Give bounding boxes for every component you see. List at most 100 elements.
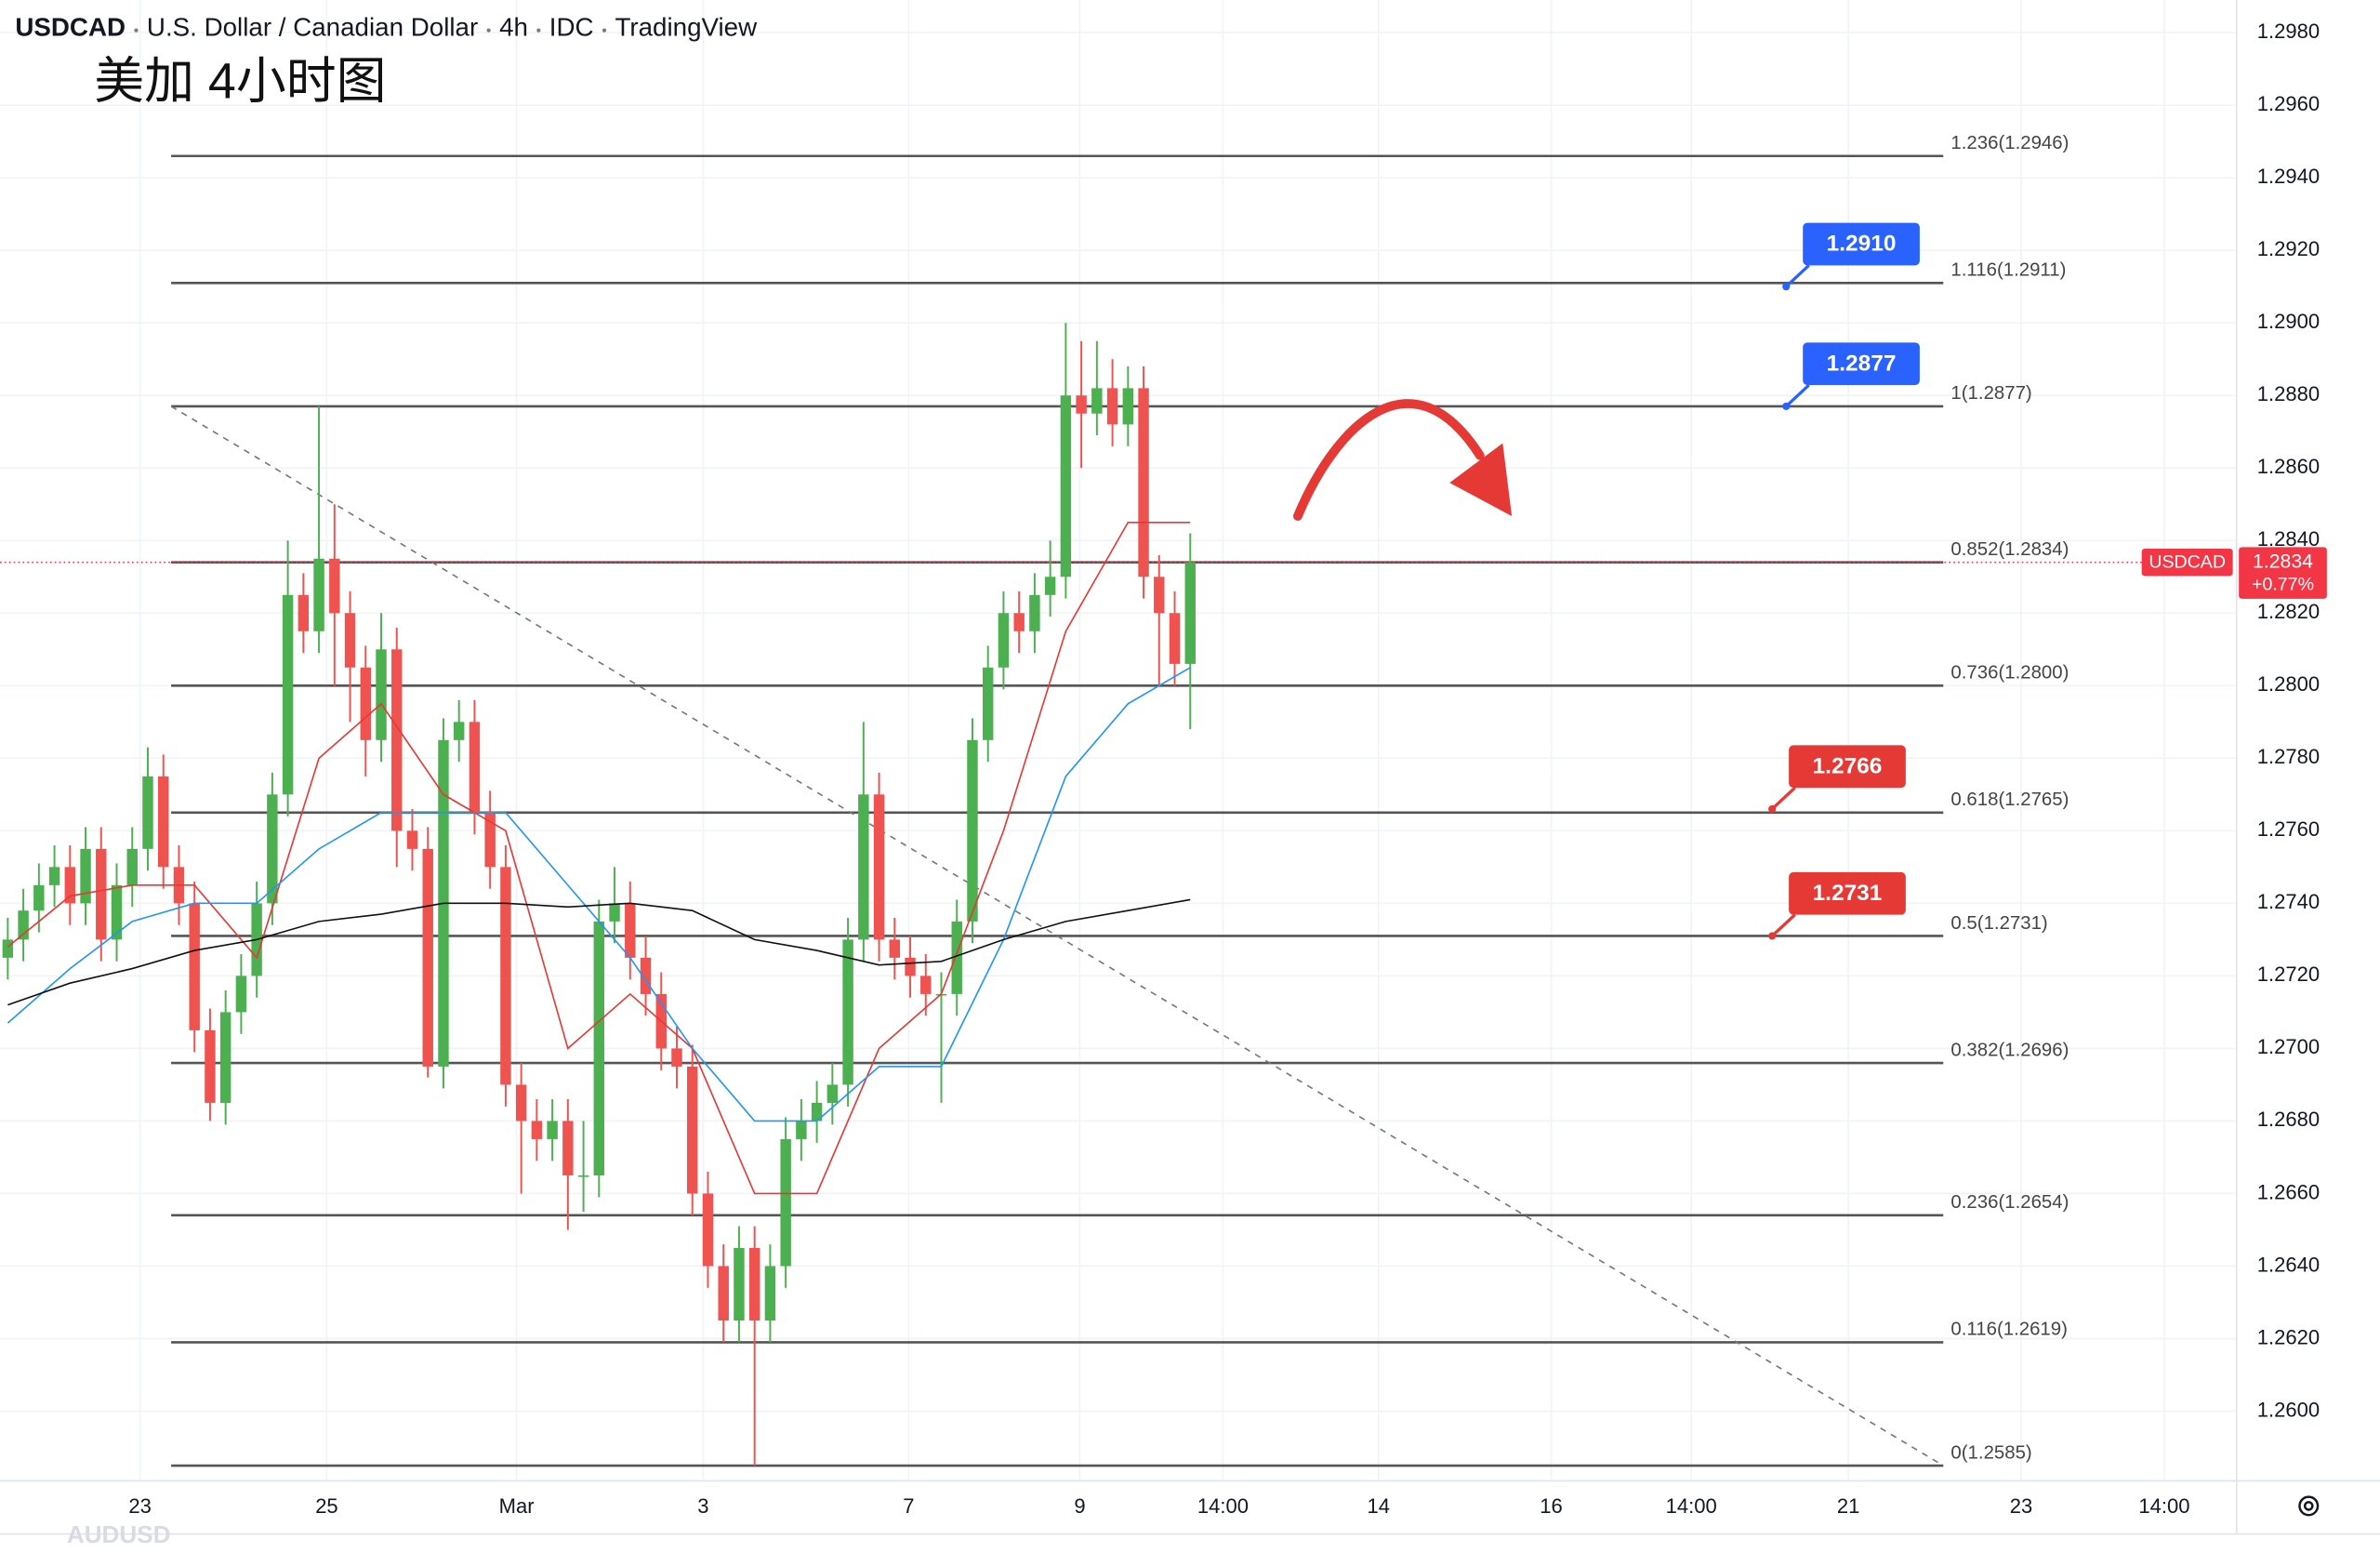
y-tick-label: 1.2900 [2257, 310, 2320, 333]
candle-body [1091, 388, 1103, 414]
y-tick-label: 1.2820 [2257, 600, 2320, 623]
fib-label: 0(1.2585) [1950, 1442, 2031, 1463]
candle-body [982, 667, 994, 740]
candle-body [734, 1247, 745, 1321]
x-tick-label: 25 [315, 1494, 338, 1518]
x-tick-label: 9 [1074, 1494, 1085, 1518]
candle-body [593, 921, 605, 1175]
candle-body [577, 1175, 589, 1177]
symbol: USDCAD [15, 12, 126, 41]
title-part: 4h [499, 12, 528, 41]
candle-body [80, 848, 91, 904]
candle-body [189, 903, 200, 1030]
y-tick-label: 1.2640 [2257, 1253, 2320, 1276]
candle-body [858, 794, 869, 940]
x-tick-label: 14:00 [2138, 1494, 2189, 1518]
candle-body [1138, 388, 1149, 577]
candle-body [951, 921, 962, 994]
callout-label: 1.2910 [1827, 232, 1897, 257]
title-part: TradingView [615, 12, 758, 41]
moving-average [7, 898, 1191, 1006]
candle-body [33, 884, 45, 911]
candle-body [48, 867, 60, 885]
candle-body [219, 1012, 231, 1103]
callout-stem [1771, 786, 1796, 811]
x-tick-label: 21 [1837, 1494, 1860, 1518]
candle-body [1154, 577, 1165, 614]
candle-body [2, 939, 14, 958]
y-tick-label: 1.2740 [2257, 890, 2320, 913]
price-change-label: +0.77% [2252, 574, 2314, 594]
fib-label: 0.382(1.2696) [1950, 1040, 2069, 1060]
symbol-tag [2141, 548, 2233, 577]
candle-body [748, 1247, 760, 1321]
callout-box [1803, 342, 1920, 386]
marks: 1.2910 1.2877 1.2766 1.2731 [0, 154, 2236, 1467]
candle-body [96, 848, 107, 940]
candle-body [376, 649, 387, 740]
candle-body [235, 976, 247, 1013]
y-tick-label: 1.2840 [2257, 527, 2320, 551]
callout-box [1803, 222, 1920, 266]
candle-body [111, 884, 123, 940]
x-tick-label: 16 [1540, 1494, 1563, 1518]
arrow-curve [1293, 399, 1485, 521]
fib-label: 0.236(1.2654) [1950, 1192, 2069, 1213]
callout-label: 1.2731 [1813, 881, 1883, 906]
candle-body [142, 776, 153, 849]
candle-body [702, 1193, 714, 1267]
fib-label: 0.116(1.2619) [1950, 1320, 2067, 1340]
candle-body [515, 1084, 527, 1122]
y-tick-label: 1.2960 [2257, 92, 2320, 115]
candle-body [64, 867, 76, 904]
candle-body [796, 1121, 807, 1139]
price-tag [2239, 547, 2327, 599]
candle-body [391, 649, 403, 831]
x-tick-label: 14:00 [1666, 1494, 1717, 1518]
candle-body [267, 794, 278, 904]
callout-label: 1.2766 [1813, 754, 1883, 779]
title-part: U.S. Dollar / Canadian Dollar [147, 12, 478, 41]
candle-body [842, 939, 853, 1085]
fib-label: 0.5(1.2731) [1950, 913, 2047, 934]
candle-body [422, 848, 433, 1067]
candle-body [484, 812, 496, 868]
subtitle: 美加 4小时图 [94, 54, 386, 110]
watermark: AUDUSD [67, 1520, 171, 1548]
candle-body [1076, 395, 1087, 414]
candle-body [609, 903, 620, 922]
gear-hub[interactable] [2303, 1501, 2314, 1511]
callout-point [1768, 804, 1777, 814]
candle-body [764, 1266, 776, 1321]
y-tick-label: 1.2760 [2257, 817, 2320, 841]
candle-body [1029, 594, 1040, 631]
candle-body [205, 1029, 216, 1103]
candle-body [1106, 388, 1118, 425]
y-tick-label: 1.2620 [2257, 1325, 2320, 1348]
candle-body [344, 613, 356, 668]
callout-point [1782, 402, 1791, 411]
separator-dot [602, 28, 607, 33]
candle-body [500, 867, 511, 1085]
candle-body [562, 1121, 574, 1175]
candle-body [313, 558, 324, 631]
moving-average [7, 667, 1191, 1122]
candle-body [905, 957, 916, 976]
fib-label: 1.116(1.2911) [1950, 260, 2066, 281]
x-tick-label: 23 [128, 1494, 152, 1518]
settings-icon[interactable] [2298, 1495, 2320, 1517]
y-tick-label: 1.2800 [2257, 672, 2320, 696]
y-tick-label: 1.2780 [2257, 745, 2320, 768]
y-tick-label: 1.2980 [2257, 20, 2320, 43]
candle-body [826, 1084, 839, 1103]
callout-stem [1771, 913, 1796, 937]
candle-body [469, 722, 481, 813]
candle-body [625, 903, 636, 958]
y-tick-label: 1.2720 [2257, 962, 2320, 986]
header: USDCAD U.S. Dollar / Canadian Dollar 4h ID… [15, 12, 758, 41]
gear-ring[interactable] [2298, 1495, 2320, 1517]
candle-body [920, 976, 932, 994]
price-tag-label: 1.2834 [2253, 551, 2313, 572]
candle-body [780, 1138, 791, 1267]
